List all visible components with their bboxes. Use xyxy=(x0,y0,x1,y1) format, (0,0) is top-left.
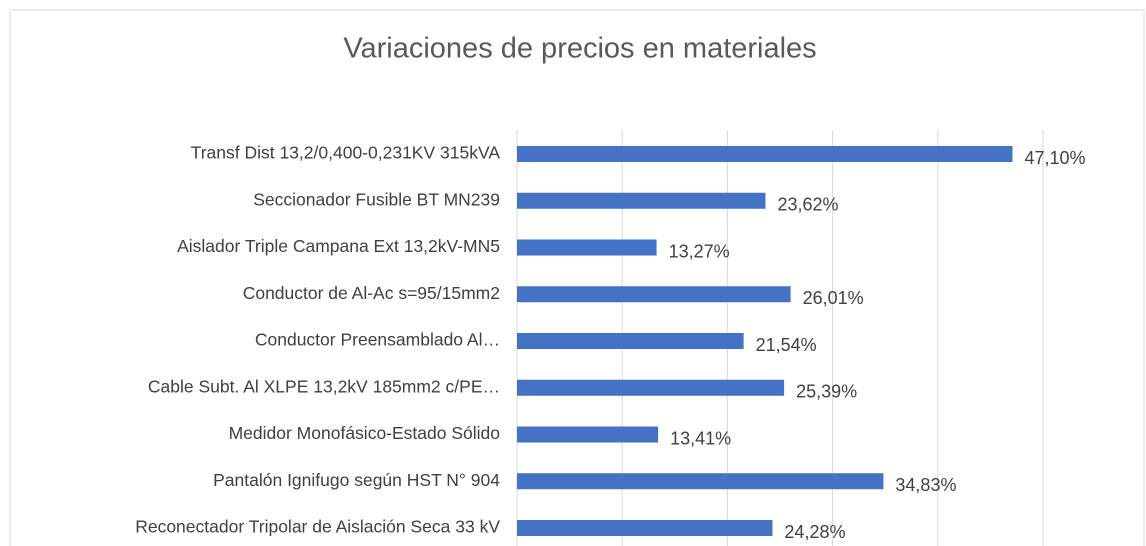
y-tick-label: Reconectador Tripolar de Aislación Seca … xyxy=(135,517,500,537)
bar xyxy=(517,520,773,536)
bar xyxy=(517,473,884,490)
data-label: 34,83% xyxy=(895,475,956,495)
y-tick-label: Aislador Triple Campana Ext 13,2kV-MN5 xyxy=(177,236,500,256)
y-tick-label: Pantalón Ignifugo según HST N° 904 xyxy=(213,470,500,490)
bar xyxy=(517,239,657,256)
bar xyxy=(517,192,766,209)
y-tick-label: Conductor Preensamblado Al… xyxy=(255,330,500,350)
y-tick-label: Transf Dist 13,2/0,400-0,231KV 315kVA xyxy=(191,143,501,163)
bar xyxy=(517,146,1013,162)
data-label: 13,27% xyxy=(669,241,730,261)
y-tick-label: Medidor Monofásico-Estado Sólido xyxy=(229,423,500,443)
bar xyxy=(517,426,659,443)
data-label: 13,41% xyxy=(670,428,731,448)
bar xyxy=(517,286,791,303)
y-tick-label: Cable Subt. Al XLPE 13,2kV 185mm2 c/PE… xyxy=(148,376,500,396)
data-label: 21,54% xyxy=(756,335,817,355)
data-label: 47,10% xyxy=(1024,148,1085,168)
chart-title: Variaciones de precios en materiales xyxy=(343,33,816,65)
data-label: 26,01% xyxy=(803,288,864,308)
chart-border xyxy=(9,9,1145,546)
y-tick-label: Conductor de Al-Ac s=95/15mm2 xyxy=(243,283,500,303)
data-label: 24,28% xyxy=(784,522,845,542)
data-label: 25,39% xyxy=(796,382,857,402)
bar xyxy=(517,333,744,349)
y-tick-label: Seccionador Fusible BT MN239 xyxy=(253,189,500,209)
data-label: 23,62% xyxy=(777,195,838,215)
bar xyxy=(517,379,785,396)
